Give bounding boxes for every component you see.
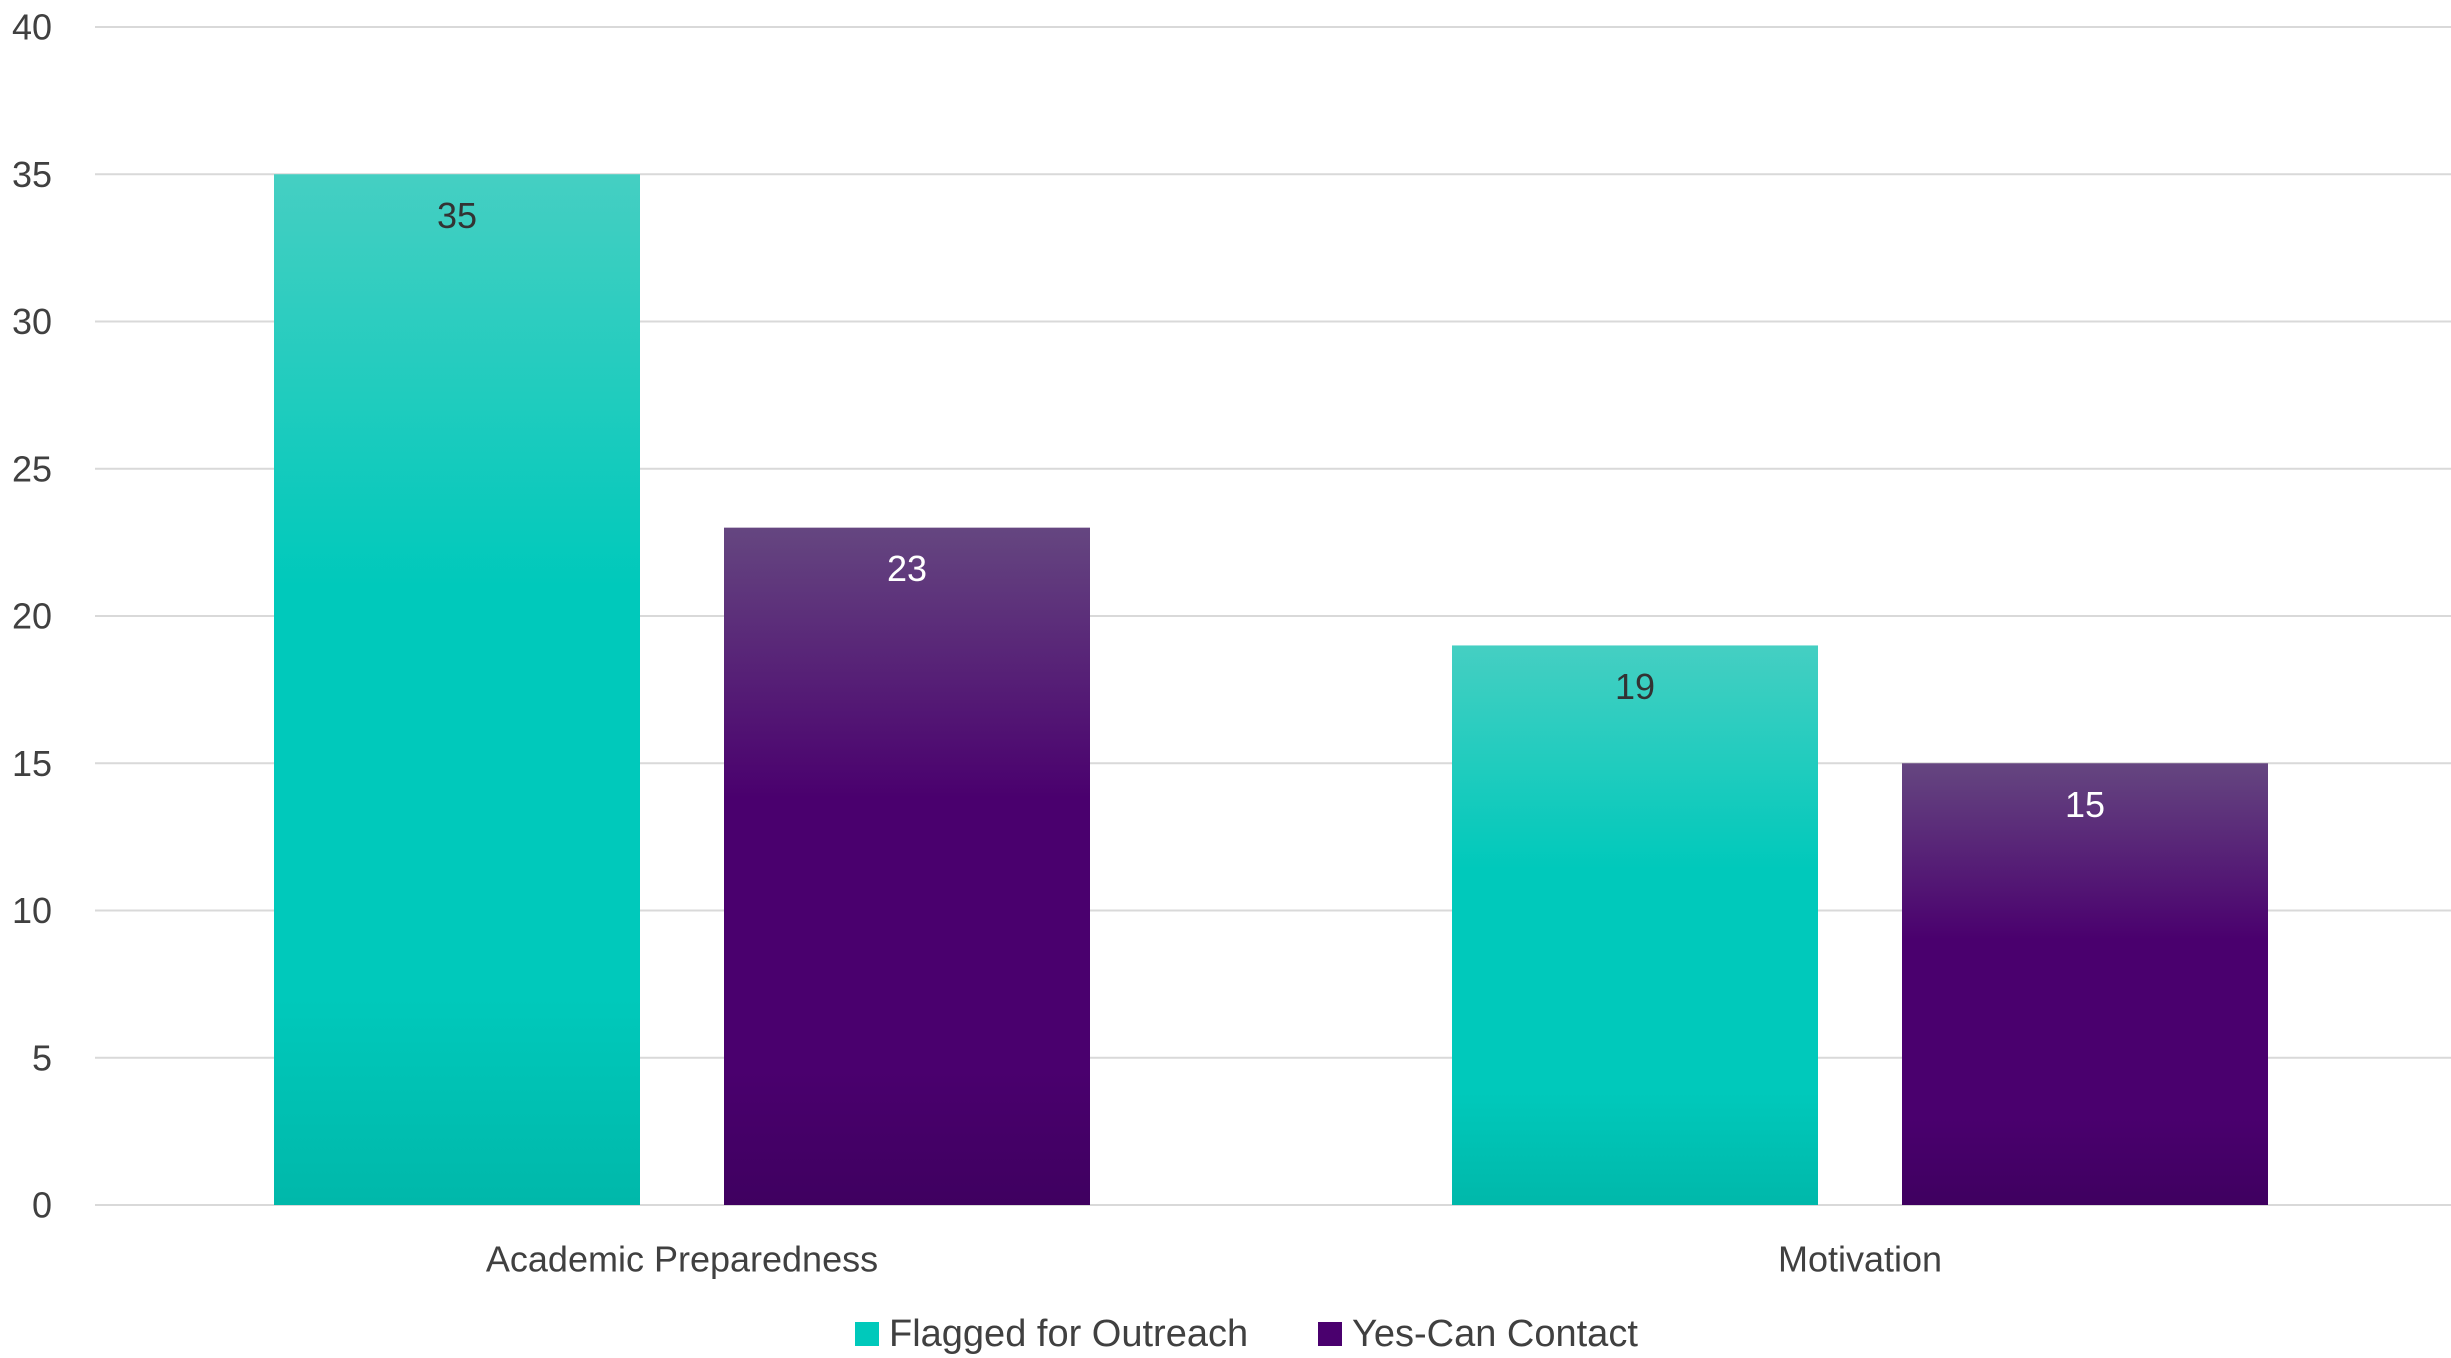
legend-swatch-flagged [855,1322,879,1346]
bar-flagged-0 [274,174,640,1205]
y-tick-label: 0 [32,1185,52,1226]
x-axis-categories: Academic Preparedness Motivation [486,1239,1942,1280]
y-tick-label: 30 [12,301,52,342]
bar-flagged-1 [1452,645,1818,1205]
y-tick-label: 35 [12,154,52,195]
legend: Flagged for Outreach Yes-Can Contact [855,1313,1638,1355]
y-tick-label: 20 [12,596,52,637]
data-labels: 35 23 19 15 [437,195,2105,825]
y-axis-ticks: 0 5 10 15 20 25 30 35 40 [12,7,52,1226]
x-category-label: Motivation [1778,1239,1942,1280]
bar-yes-can-contact-0 [724,527,1090,1205]
x-category-label: Academic Preparedness [486,1239,878,1280]
legend-label-yes-can-contact: Yes-Can Contact [1352,1313,1638,1355]
y-tick-label: 10 [12,890,52,931]
y-tick-label: 40 [12,7,52,48]
data-label: 15 [2065,784,2105,825]
y-tick-label: 15 [12,743,52,784]
data-label: 19 [1615,666,1655,707]
y-tick-label: 25 [12,448,52,489]
bars [274,174,2268,1205]
data-label: 23 [887,548,927,589]
legend-label-flagged: Flagged for Outreach [889,1313,1248,1355]
y-tick-label: 5 [32,1037,52,1078]
data-label: 35 [437,195,477,236]
legend-swatch-yes-can-contact [1318,1322,1342,1346]
bar-yes-can-contact-1 [1902,763,2268,1205]
